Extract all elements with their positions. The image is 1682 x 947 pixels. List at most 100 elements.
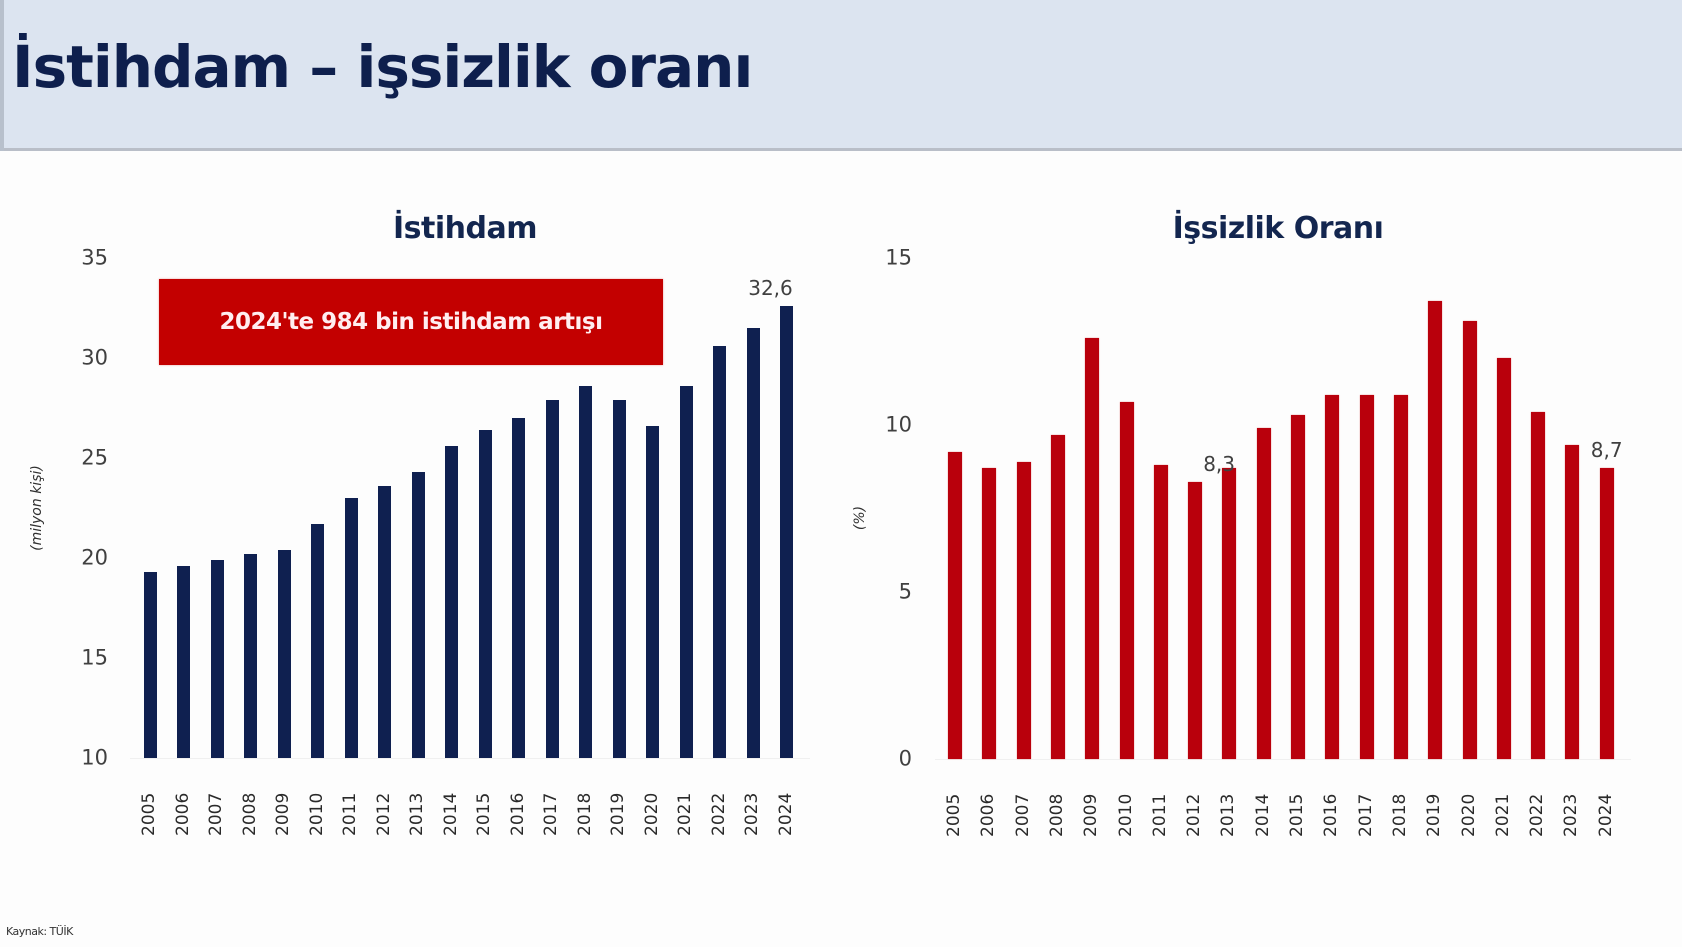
bar-2020 (1462, 321, 1477, 759)
x-tick-label: 2012 (373, 792, 394, 836)
y-tick-label: 20 (81, 545, 108, 570)
x-tick-label: 2015 (1287, 793, 1307, 837)
bar-2024 (1599, 468, 1614, 759)
value-label-2024: 32,6 (748, 276, 793, 300)
bar-2006 (982, 468, 997, 759)
x-tick-label: 2018 (1389, 793, 1410, 837)
x-tick-label: 2006 (978, 793, 999, 837)
x-tick-label: 2017 (541, 792, 561, 836)
x-tick-label: 2021 (1492, 793, 1513, 837)
bar-2010 (1119, 401, 1134, 759)
bar-2008 (1050, 435, 1065, 759)
bar-2007 (1016, 461, 1031, 759)
employment-chart-title: İstihdam (393, 211, 537, 246)
x-tick-label: 2021 (675, 792, 695, 836)
y-tick-label: 25 (81, 445, 108, 470)
header-edge (0, 0, 4, 151)
x-axis-line (130, 758, 810, 759)
x-tick-label: 2014 (1252, 793, 1273, 837)
x-tick-label: 2015 (474, 792, 494, 836)
bar-2013 (411, 472, 425, 758)
x-tick-label: 2009 (1081, 793, 1102, 837)
x-tick-label: 2010 (306, 792, 327, 836)
x-tick-label: 2024 (775, 792, 796, 836)
x-tick-label: 2009 (273, 792, 293, 836)
bar-2012 (378, 486, 391, 758)
bar-2008 (244, 554, 257, 758)
slide-title: İstihdam – işsizlik oranı (12, 33, 753, 101)
bar-2005 (143, 572, 157, 758)
bar-2006 (177, 566, 190, 758)
x-tick-label: 2012 (1184, 793, 1205, 837)
bar-2012 (1188, 481, 1203, 759)
bar-2009 (1085, 338, 1100, 759)
bar-2005 (948, 451, 962, 759)
x-axis-line (935, 759, 1631, 760)
x-tick-label: 2008 (239, 792, 260, 836)
value-label-2024: 8,7 (1590, 438, 1623, 463)
y-tick-label: 15 (885, 245, 912, 270)
x-tick-label: 2020 (1458, 793, 1479, 837)
bar-2021 (679, 386, 693, 758)
y-tick-label: 35 (81, 245, 108, 270)
x-tick-label: 2013 (407, 792, 427, 836)
bar-2013 (1222, 468, 1237, 759)
y-tick-label: 10 (81, 745, 108, 770)
unemployment-chart-title: İşsizlik Oranı (1172, 211, 1384, 246)
bar-2007 (210, 560, 224, 758)
bar-2018 (579, 386, 592, 758)
x-tick-label: 2019 (608, 792, 628, 836)
y-tick-label: 15 (81, 645, 108, 670)
unemployment-y-axis-label: (%) (852, 505, 868, 531)
x-tick-label: 2020 (641, 792, 662, 836)
bar-2024 (780, 306, 793, 758)
bar-2015 (478, 430, 492, 758)
x-tick-label: 2024 (1595, 793, 1616, 837)
bar-2016 (1325, 394, 1340, 759)
bar-2009 (277, 550, 291, 758)
value-label-2012: 8,3 (1203, 451, 1235, 476)
slide-header: İstihdam – işsizlik oranı (0, 0, 1682, 151)
bar-2011 (1153, 465, 1168, 759)
bar-2023 (1565, 445, 1580, 759)
bar-2015 (1291, 414, 1305, 759)
x-tick-label: 2023 (742, 792, 762, 836)
x-tick-label: 2022 (708, 792, 729, 836)
banner-text: 2024'te 984 bin istihdam artışı (219, 309, 603, 335)
bar-2022 (1531, 411, 1546, 759)
x-tick-label: 2006 (172, 792, 193, 836)
x-tick-label: 2023 (1561, 793, 1582, 837)
bar-2010 (311, 524, 324, 758)
bar-2014 (445, 446, 458, 758)
x-tick-label: 2008 (1046, 793, 1067, 837)
x-tick-label: 2016 (507, 792, 528, 836)
bar-2021 (1496, 358, 1511, 759)
bar-2014 (1256, 428, 1271, 759)
y-tick-label: 5 (898, 579, 912, 604)
x-tick-label: 2010 (1115, 793, 1136, 837)
bar-2017 (1359, 394, 1374, 759)
bar-2011 (344, 498, 358, 758)
x-tick-label: 2013 (1218, 793, 1239, 837)
source-note: Kaynak: TÜİK (6, 925, 73, 938)
y-tick-label: 0 (898, 746, 912, 771)
x-tick-label: 2019 (1424, 793, 1445, 837)
x-tick-label: 2005 (944, 793, 964, 837)
x-tick-label: 2011 (1149, 793, 1170, 837)
x-tick-label: 2011 (340, 792, 360, 836)
x-tick-label: 2018 (574, 792, 595, 836)
y-tick-label: 10 (885, 412, 912, 437)
bar-2022 (713, 346, 726, 758)
bar-2017 (545, 400, 559, 758)
x-tick-label: 2022 (1527, 793, 1548, 837)
x-tick-label: 2016 (1321, 793, 1342, 837)
employment-y-axis-label: (milyon kişi) (29, 465, 45, 551)
y-tick-label: 30 (81, 345, 108, 370)
bar-2016 (512, 418, 525, 758)
bar-2020 (646, 426, 659, 758)
x-tick-label: 2017 (1355, 793, 1376, 837)
bar-2019 (1428, 301, 1443, 759)
bar-2023 (746, 328, 760, 758)
bar-2018 (1393, 394, 1408, 759)
x-tick-label: 2007 (206, 792, 226, 836)
